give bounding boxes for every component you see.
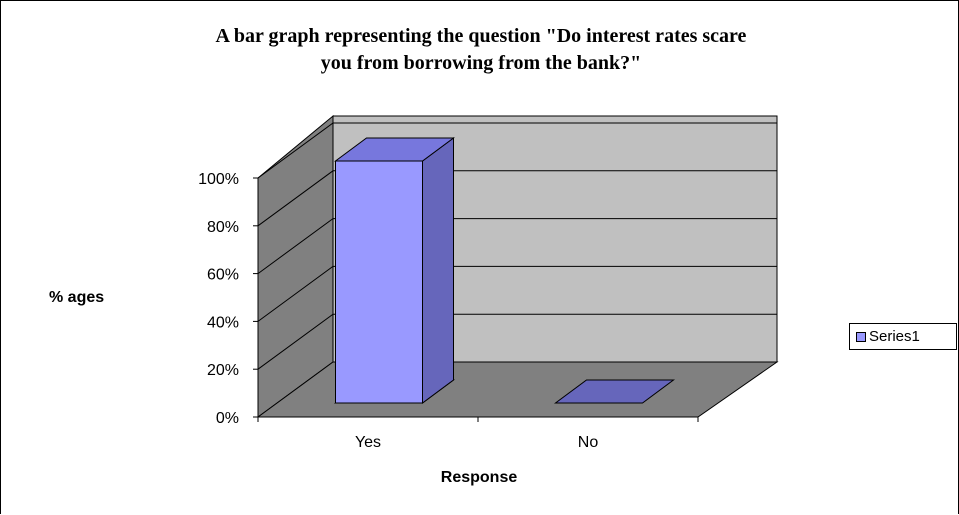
x-tick-label: Yes: [355, 434, 381, 451]
gridline: [257, 170, 777, 227]
gridline: [257, 265, 777, 322]
y-axis-label: % ages: [49, 289, 105, 306]
y-tick-label: 0%: [216, 410, 239, 427]
bar-top: [333, 137, 456, 162]
x-tick-label: No: [578, 434, 599, 451]
bar-side: [422, 137, 454, 404]
chart-legend: Series1: [849, 323, 957, 350]
bar-base: [553, 379, 676, 404]
y-tick-label: 60%: [207, 267, 239, 284]
y-tick-label: 20%: [207, 362, 239, 379]
y-tick-label: 100%: [198, 171, 239, 188]
gridline: [257, 218, 777, 275]
gridline: [257, 313, 777, 370]
gridline: [257, 122, 777, 179]
legend-series-label: Series1: [869, 328, 920, 345]
chart-title: A bar graph representing the question "D…: [215, 25, 747, 74]
chart-labels: 0% 20% 40% 60% 80% 100% Yes No: [198, 171, 598, 451]
y-tick-label: 40%: [207, 314, 239, 331]
chart-axes: [253, 177, 699, 422]
chart-gridlines: [257, 122, 777, 370]
bar: [335, 160, 423, 404]
x-axis-label: Response: [440, 469, 518, 486]
chart-bars: [333, 137, 676, 404]
y-tick-label: 80%: [207, 219, 239, 236]
legend-swatch: [856, 331, 866, 342]
